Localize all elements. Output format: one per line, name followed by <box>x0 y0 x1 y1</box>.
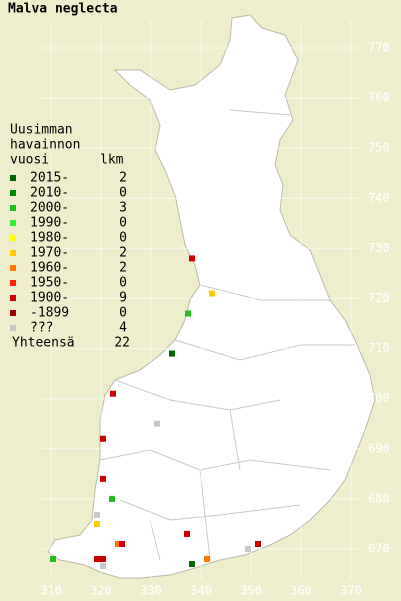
y-tick-label: 690 <box>368 441 390 455</box>
legend-count: 0 <box>119 306 127 321</box>
legend-count: 0 <box>119 216 127 231</box>
observation <box>94 520 100 527</box>
y-tick-label: 710 <box>368 341 390 355</box>
observation <box>154 420 160 427</box>
observation <box>119 540 125 547</box>
x-tick-label: 350 <box>240 584 262 598</box>
finland-outline <box>47 14 376 579</box>
y-tick-label: 740 <box>368 191 390 205</box>
legend-count: 0 <box>119 276 127 291</box>
legend-col: vuosi <box>10 153 49 168</box>
observation <box>169 350 175 357</box>
legend-label: 2010- <box>30 186 69 201</box>
legend-count: 0 <box>119 231 127 246</box>
y-tick-label: 670 <box>368 542 390 556</box>
x-tick-label: 330 <box>140 584 162 598</box>
x-tick-label: 320 <box>90 584 112 598</box>
legend-label: ??? <box>30 321 53 336</box>
legend-heading: Uusimman <box>10 123 73 138</box>
observation <box>204 556 210 563</box>
legend-count: 9 <box>119 291 127 306</box>
observation <box>189 561 195 568</box>
legend-swatch <box>10 205 16 211</box>
observation <box>100 556 106 563</box>
legend-label: 1960- <box>30 261 69 276</box>
map-title: Malva neglecta <box>8 2 118 17</box>
legend-count: 2 <box>119 261 127 276</box>
y-tick-label: 700 <box>368 391 390 405</box>
legend-swatch <box>10 310 16 316</box>
y-tick-label: 760 <box>368 91 390 105</box>
observation <box>255 540 261 547</box>
observation <box>185 310 191 317</box>
legend-count: 3 <box>119 201 127 216</box>
legend-label: 1990- <box>30 216 69 231</box>
y-tick-label: 730 <box>368 241 390 255</box>
y-tick-label: 770 <box>368 41 390 55</box>
legend-swatch <box>10 265 16 271</box>
observation <box>50 556 56 563</box>
x-tick-label: 370 <box>340 584 362 598</box>
observation <box>109 495 115 502</box>
observation <box>100 475 106 482</box>
y-tick-label: 720 <box>368 291 390 305</box>
legend-swatch <box>10 190 16 196</box>
observation <box>209 290 215 297</box>
total-count: 22 <box>114 336 130 351</box>
observation <box>94 556 100 563</box>
region-borders <box>99 109 355 561</box>
observation <box>110 390 116 397</box>
observation <box>100 563 106 570</box>
legend-count: 2 <box>119 171 127 186</box>
y-tick-label: 680 <box>368 491 390 505</box>
legend-swatch <box>10 175 16 181</box>
legend-label: 1970- <box>30 246 69 261</box>
legend-swatch <box>10 250 16 256</box>
legend-swatch <box>10 280 16 286</box>
observation <box>184 530 190 537</box>
legend-label: 1950- <box>30 276 69 291</box>
total-label: Yhteensä <box>12 336 75 351</box>
x-tick-label: 360 <box>290 584 312 598</box>
observation <box>94 511 100 518</box>
legend-count: 2 <box>119 246 127 261</box>
observation <box>100 435 106 442</box>
legend-swatch <box>10 220 16 226</box>
legend-label: 2000- <box>30 201 69 216</box>
observation <box>189 255 195 262</box>
legend-count: 0 <box>119 186 127 201</box>
legend-col: lkm <box>100 153 124 168</box>
legend-label: 1900- <box>30 291 69 306</box>
observation <box>245 546 251 552</box>
x-tick-label: 340 <box>190 584 212 598</box>
legend-swatch <box>10 295 16 301</box>
x-tick-label: 310 <box>40 584 62 598</box>
y-tick-label: 750 <box>368 141 390 155</box>
legend-label: -1899 <box>30 306 69 321</box>
legend-label: 1980- <box>30 231 69 246</box>
observation <box>115 540 121 547</box>
legend-swatch <box>10 325 16 331</box>
legend-label: 2015- <box>30 171 69 186</box>
legend-count: 4 <box>119 321 127 336</box>
legend-heading: havainnon <box>10 138 80 153</box>
legend-swatch <box>10 235 16 241</box>
